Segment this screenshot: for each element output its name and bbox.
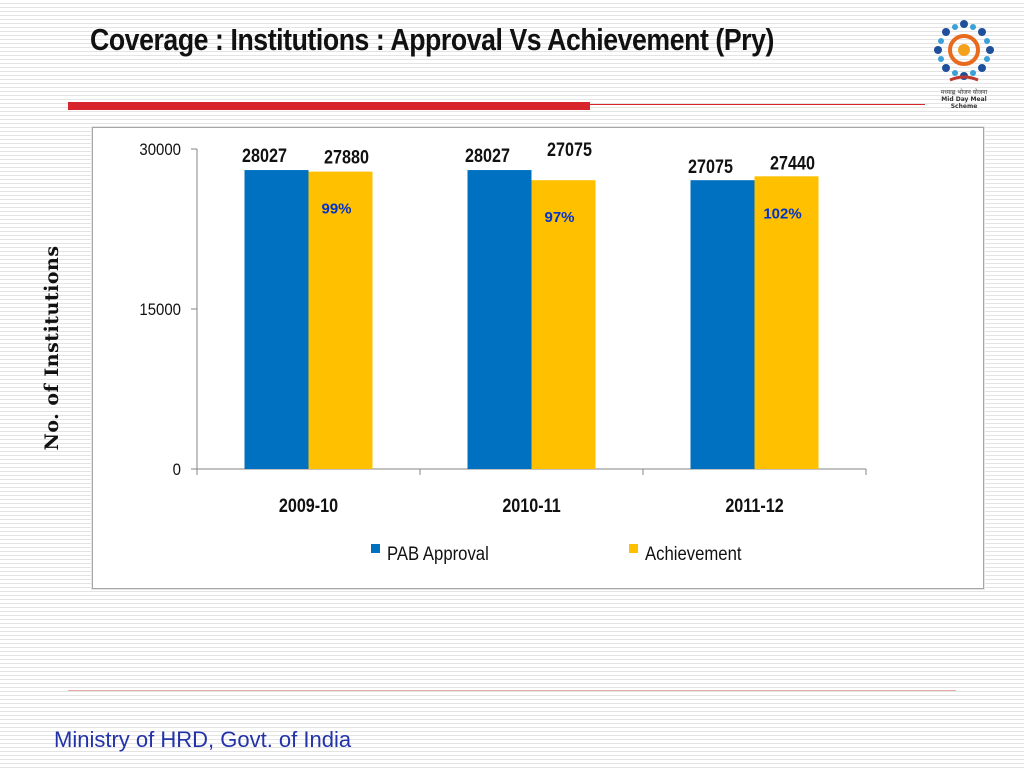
- legend-swatch-achievement: [629, 544, 638, 553]
- legend-swatch-approval: [371, 544, 380, 553]
- logo-emblem-icon: [934, 20, 994, 82]
- bar-chart: 0 15000 30000 28027 27880 99% 2009-10 28027 2707…: [139, 139, 867, 564]
- slide-title: Coverage : Institutions : Approval Vs Ac…: [90, 22, 774, 57]
- data-label: 27880: [324, 146, 369, 168]
- bar-approval: [244, 170, 309, 469]
- bar-approval: [467, 170, 532, 469]
- percent-label: 99%: [321, 201, 351, 218]
- percent-label: 102%: [763, 205, 801, 222]
- data-label: 27075: [547, 139, 592, 161]
- logo-text-hindi: मध्याह्न भोजन योजना: [940, 89, 988, 96]
- bar-achievement: [308, 171, 373, 469]
- x-category-label: 2010-11: [502, 495, 561, 517]
- data-label: 28027: [465, 145, 510, 167]
- data-label: 28027: [242, 145, 287, 167]
- title-underline-line: [590, 104, 925, 105]
- legend-label: Achievement: [645, 543, 742, 564]
- x-category-label: 2009-10: [279, 495, 338, 517]
- y-axis-title: No. of Institutions: [41, 245, 63, 451]
- y-tick-label: 0: [173, 461, 181, 479]
- bar-achievement: [531, 180, 596, 469]
- percent-label: 97%: [544, 209, 574, 226]
- y-tick-label: 30000: [139, 141, 181, 159]
- legend-label: PAB Approval: [387, 543, 489, 564]
- chart-area: 0 15000 30000 28027 27880 99% 2009-10 28027 2707…: [92, 127, 984, 589]
- x-category-label: 2011-12: [725, 495, 784, 517]
- logo-text-english: Mid Day Meal Scheme: [941, 96, 987, 110]
- y-tick-label: 15000: [139, 301, 181, 319]
- footer-divider: [68, 690, 956, 691]
- data-label: 27440: [770, 152, 815, 174]
- mid-day-meal-logo: मध्याह्न भोजन योजना Mid Day Meal Scheme: [928, 14, 1000, 110]
- footer-ministry-text: Ministry of HRD, Govt. of India: [54, 727, 352, 752]
- bar-achievement: [754, 176, 819, 469]
- title-underline-bar: [68, 102, 590, 110]
- data-label: 27075: [688, 156, 733, 178]
- bar-approval: [690, 180, 755, 469]
